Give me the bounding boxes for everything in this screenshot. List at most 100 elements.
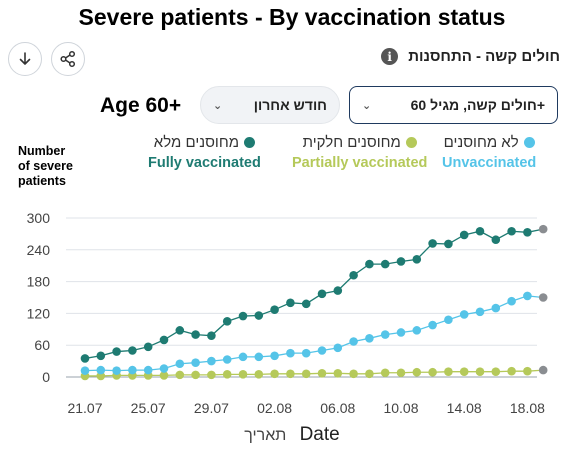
data-point (538, 224, 548, 234)
x-tick-label: 25.07 (131, 400, 166, 416)
data-point (349, 337, 358, 346)
data-point (301, 348, 311, 358)
line-chart: 0 60 120 180 240 300 21.07 25.07 29.07 02.08 06.08… (27, 210, 548, 416)
data-point (112, 366, 121, 375)
data-point (159, 371, 169, 380)
data-point (96, 351, 106, 361)
series-line (85, 369, 544, 377)
data-point (286, 298, 295, 308)
data-point (112, 347, 121, 356)
data-point (459, 230, 469, 240)
data-point (301, 299, 311, 309)
data-point (475, 226, 485, 236)
share-icon (60, 50, 76, 68)
data-point (412, 255, 422, 264)
data-point (349, 270, 358, 280)
info-header: i חולים קשה - התחסנות (381, 48, 560, 65)
data-point (286, 369, 295, 379)
data-point (128, 346, 137, 355)
data-point (365, 259, 374, 269)
x-tick-label: 21.07 (67, 400, 102, 416)
data-point (191, 358, 200, 367)
info-icon[interactable]: i (381, 48, 399, 65)
data-point (80, 354, 90, 363)
x-axis-title: תאריך Date (0, 424, 584, 446)
legend-item-unvaccinated[interactable]: לא מחוסנים Unvaccinated (442, 134, 536, 171)
period-dropdown-value: חודש אחרון (253, 97, 327, 113)
data-point (286, 348, 295, 358)
series-line (84, 295, 544, 372)
data-point (396, 257, 406, 266)
legend-label-en: Partially vaccinated (292, 155, 428, 171)
legend-dot-icon (405, 137, 417, 148)
chevron-down-icon: ⌄ (213, 99, 223, 112)
data-point (191, 330, 200, 339)
data-point (333, 368, 343, 378)
data-point (270, 369, 279, 379)
y-tick-label: 120 (27, 305, 51, 321)
x-tick-label: 14.08 (447, 400, 482, 416)
y-tick-label: 60 (34, 337, 50, 353)
data-point (365, 369, 374, 379)
data-point (317, 368, 327, 378)
data-point (238, 311, 248, 321)
group-dropdown[interactable]: ⌄ חולים קשה, מגיל 60+ (349, 86, 558, 124)
data-point (444, 315, 453, 325)
info-title: חולים קשה - התחסנות (408, 48, 560, 65)
legend-dot-icon (244, 137, 256, 148)
data-point (317, 346, 327, 355)
data-point (317, 289, 327, 299)
series-line (84, 228, 544, 360)
data-point (491, 367, 501, 376)
legend-label-he: מחוסנים מלא (153, 134, 240, 151)
data-point (523, 291, 532, 301)
data-point (175, 326, 185, 335)
data-point (175, 359, 185, 369)
data-point (444, 367, 453, 376)
data-point (444, 239, 453, 249)
y-tick-label: 0 (42, 369, 50, 385)
y-tick-label: 180 (27, 274, 51, 290)
data-point (459, 367, 469, 376)
data-point (254, 352, 264, 362)
x-tick-label: 06.08 (320, 400, 355, 416)
data-point (507, 366, 516, 376)
data-point (365, 334, 374, 343)
data-point (222, 317, 232, 326)
data-point (507, 226, 516, 236)
data-point (159, 364, 169, 373)
legend-dot-icon (523, 137, 535, 148)
data-point (538, 365, 548, 375)
data-point (459, 310, 469, 319)
data-point (207, 356, 216, 366)
legend-item-partial[interactable]: מחוסנים חלקית Partially vaccinated (292, 134, 427, 171)
period-dropdown[interactable]: ⌄ חודש אחרון (200, 86, 340, 124)
legend-item-fully[interactable]: מחוסנים מלא Fully vaccinated (148, 134, 261, 171)
data-point (333, 286, 343, 295)
data-point (380, 368, 390, 378)
data-point (428, 320, 437, 330)
download-button[interactable] (8, 42, 42, 76)
data-point (270, 305, 279, 314)
data-point (128, 365, 137, 375)
data-point (538, 293, 548, 302)
data-point (412, 326, 422, 335)
data-point (175, 370, 185, 380)
data-point (412, 367, 422, 377)
data-point (491, 235, 501, 245)
data-point (80, 366, 90, 375)
legend-label-en: Fully vaccinated (148, 155, 261, 171)
data-point (349, 369, 358, 379)
legend-label-en: Unvaccinated (442, 155, 537, 171)
data-point (143, 365, 153, 375)
download-icon (19, 52, 31, 65)
x-axis-title-he: תאריך (244, 427, 287, 444)
share-button[interactable] (51, 42, 85, 76)
data-point (396, 328, 406, 337)
y-tick-label: 240 (27, 242, 51, 258)
x-tick-label: 29.07 (194, 400, 229, 416)
page-title: Severe patients - By vaccination status (78, 4, 506, 30)
y-tick-label: 300 (27, 210, 51, 226)
data-point (207, 331, 216, 340)
data-point (207, 370, 216, 380)
